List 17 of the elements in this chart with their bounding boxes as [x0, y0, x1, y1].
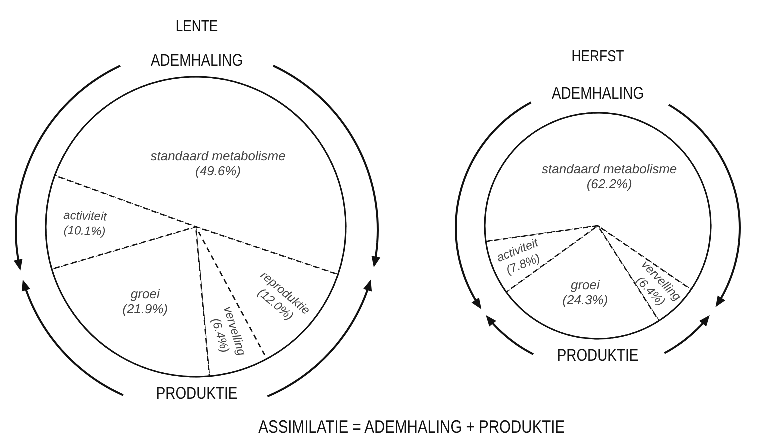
slice-label: activiteit: [63, 208, 108, 224]
text: PRODUKTIE: [156, 384, 238, 404]
slice-label: groei: [130, 286, 161, 302]
slice-label: groei: [570, 278, 601, 293]
data-label: (10.1%): [64, 223, 106, 239]
chart-title: HERFST: [572, 48, 624, 66]
slice-label: standaard metabolisme: [542, 161, 678, 176]
text: PRODUKTIE: [557, 346, 639, 366]
text: ASSIMILATIE = ADEMHALING + PRODUKTIE: [258, 416, 566, 439]
slice-label: standaard metabolisme: [150, 148, 286, 164]
chart-title: LENTE: [176, 18, 218, 36]
data-label: (62.2%): [586, 176, 632, 192]
text: ADEMHALING: [552, 84, 644, 104]
text: ADEMHALING: [150, 52, 244, 70]
data-label: (49.6%): [196, 163, 242, 178]
data-label: (24.3%): [562, 292, 608, 308]
data-label: (21.9%): [122, 301, 168, 316]
